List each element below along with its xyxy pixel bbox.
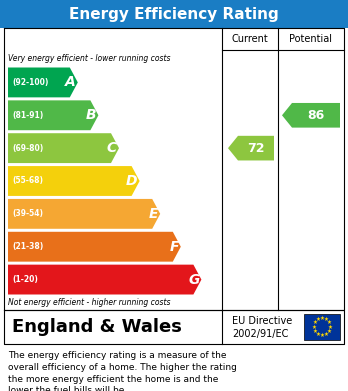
Text: (39-54): (39-54) — [12, 209, 43, 218]
Text: A: A — [65, 75, 76, 90]
Polygon shape — [228, 136, 274, 160]
Text: ★: ★ — [311, 325, 316, 330]
Text: (69-80): (69-80) — [12, 143, 43, 152]
Text: Very energy efficient - lower running costs: Very energy efficient - lower running co… — [8, 54, 171, 63]
Text: ★: ★ — [313, 329, 317, 334]
Polygon shape — [8, 232, 181, 262]
Text: B: B — [86, 108, 96, 122]
Polygon shape — [8, 166, 140, 196]
Polygon shape — [8, 265, 201, 294]
Text: Energy Efficiency Rating: Energy Efficiency Rating — [69, 7, 279, 22]
Text: G: G — [188, 273, 199, 287]
Text: (1-20): (1-20) — [12, 275, 38, 284]
Text: ★: ★ — [327, 320, 332, 325]
Polygon shape — [8, 68, 78, 97]
Text: ★: ★ — [315, 317, 320, 322]
Text: ★: ★ — [319, 333, 324, 338]
Text: (92-100): (92-100) — [12, 78, 48, 87]
Text: EU Directive: EU Directive — [232, 316, 292, 326]
Text: ★: ★ — [324, 332, 329, 337]
Text: England & Wales: England & Wales — [12, 318, 182, 336]
Text: F: F — [169, 240, 179, 254]
Text: (81-91): (81-91) — [12, 111, 43, 120]
Polygon shape — [8, 199, 160, 229]
Text: ★: ★ — [319, 316, 324, 321]
Text: Not energy efficient - higher running costs: Not energy efficient - higher running co… — [8, 298, 171, 307]
Bar — [304, 314, 340, 340]
Text: Current: Current — [232, 34, 268, 44]
Text: 2002/91/EC: 2002/91/EC — [232, 329, 288, 339]
Text: D: D — [126, 174, 137, 188]
Text: ★: ★ — [324, 317, 329, 322]
Text: ★: ★ — [315, 332, 320, 337]
Text: (55-68): (55-68) — [12, 176, 43, 185]
Polygon shape — [8, 133, 119, 163]
Text: ★: ★ — [313, 320, 317, 325]
Text: 72: 72 — [247, 142, 265, 155]
Text: (21-38): (21-38) — [12, 242, 43, 251]
Text: ★: ★ — [328, 325, 333, 330]
FancyBboxPatch shape — [0, 0, 348, 28]
Text: ★: ★ — [327, 329, 332, 334]
Text: The energy efficiency rating is a measure of the
overall efficiency of a home. T: The energy efficiency rating is a measur… — [8, 351, 237, 391]
Text: E: E — [149, 207, 158, 221]
Text: Potential: Potential — [290, 34, 332, 44]
Text: C: C — [107, 141, 117, 155]
Text: 86: 86 — [307, 109, 325, 122]
Polygon shape — [8, 100, 98, 130]
Polygon shape — [282, 103, 340, 127]
